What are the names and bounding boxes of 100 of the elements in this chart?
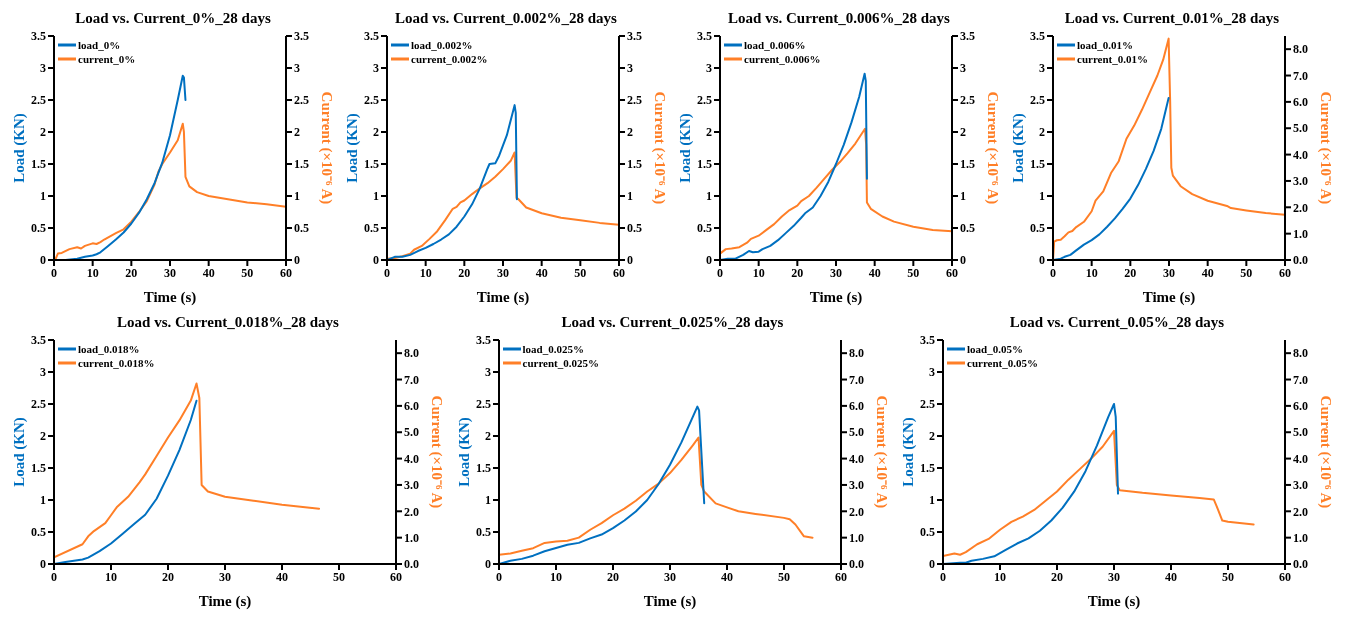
legend-label: load_0.01% <box>1077 38 1133 52</box>
y-tick-label: 3 <box>929 365 935 380</box>
y2-axis-title: Current (×10⁻⁶ A) <box>1316 395 1334 509</box>
x-tick-label: 50 <box>777 569 790 584</box>
y-tick-label: 2 <box>40 125 46 140</box>
y-tick-label: 1 <box>373 189 379 204</box>
x-tick-label: 30 <box>1108 569 1120 584</box>
x-tick-label: 20 <box>1124 265 1137 280</box>
line-series <box>387 104 518 260</box>
y-tick-label: 1.5 <box>920 461 935 476</box>
x-tick-label: 50 <box>241 265 254 280</box>
line-series <box>54 382 321 559</box>
y-tick-label: 3.5 <box>31 29 46 44</box>
y2-tick-label: 6.0 <box>404 399 419 414</box>
y-tick-label: 3.5 <box>1030 29 1045 44</box>
y2-tick-label: 0.5 <box>294 221 309 236</box>
y2-tick-label: 8.0 <box>848 346 864 361</box>
y-tick-label: 0.5 <box>1030 221 1045 236</box>
y2-tick-label: 2 <box>627 125 633 140</box>
chart-title: Load vs. Current_0.006%_28 days <box>727 9 951 28</box>
y-tick-label: 2 <box>929 429 935 444</box>
y-tick-label: 3.5 <box>31 333 46 348</box>
x-tick-label: 0 <box>495 569 502 584</box>
legend-label: current_0.025% <box>522 356 599 370</box>
y-tick-label: 1.5 <box>31 157 46 172</box>
legend-label: current_0.006% <box>744 52 821 66</box>
y2-axis-title: Current (×10⁻⁶ A) <box>650 91 668 205</box>
legend-label: current_0.01% <box>1077 52 1148 66</box>
y-tick-label: 3.5 <box>697 29 712 44</box>
x-axis-title: Time (s) <box>1142 289 1196 306</box>
x-tick-label: 30 <box>497 265 509 280</box>
legend-label: load_0.025% <box>522 342 584 356</box>
y2-tick-label: 1.0 <box>1293 226 1308 241</box>
y2-tick-label: 2.5 <box>294 93 309 108</box>
y2-tick-label: 4.0 <box>1293 147 1308 162</box>
y2-tick-label: 2.5 <box>627 93 642 108</box>
y2-tick-label: 0.5 <box>627 221 642 236</box>
x-tick-label: 60 <box>280 265 292 280</box>
x-tick-label: 30 <box>219 569 231 584</box>
x-axis-title: Time (s) <box>809 289 863 306</box>
y2-tick-label: 3.0 <box>404 478 419 493</box>
y2-tick-label: 2.0 <box>848 504 864 519</box>
y2-tick-label: 1.0 <box>404 530 419 545</box>
legend-label: load_0.002% <box>411 38 473 52</box>
y2-tick-label: 7.0 <box>1293 68 1308 83</box>
line-series <box>1053 97 1170 260</box>
y-tick-label: 2 <box>1039 125 1045 140</box>
x-tick-label: 30 <box>830 265 842 280</box>
legend-label: load_0.018% <box>78 342 140 356</box>
y-tick-label: 0 <box>706 253 712 268</box>
y-tick-label: 0 <box>40 253 46 268</box>
y-tick-label: 1.5 <box>475 461 491 476</box>
y2-tick-label: 0.0 <box>1293 253 1308 268</box>
y-tick-label: 2.5 <box>364 93 379 108</box>
y-tick-label: 2.5 <box>31 397 46 412</box>
x-tick-label: 0 <box>51 265 57 280</box>
y-tick-label: 2.5 <box>31 93 46 108</box>
y2-tick-label: 5.0 <box>404 425 419 440</box>
line-series <box>54 399 198 564</box>
y2-tick-label: 7.0 <box>848 372 864 387</box>
x-tick-label: 30 <box>1163 265 1175 280</box>
legend-label: current_0% <box>78 52 136 66</box>
y2-tick-label: 5.0 <box>848 425 864 440</box>
y-tick-label: 2.5 <box>475 397 491 412</box>
chart-title: Load vs. Current_0.05%_28 days <box>1008 313 1226 332</box>
y2-tick-label: 3.5 <box>960 29 975 44</box>
x-tick-label: 50 <box>907 265 920 280</box>
x-tick-label: 10 <box>86 265 99 280</box>
y-tick-label: 3 <box>1039 61 1045 76</box>
y2-tick-label: 3.5 <box>294 29 309 44</box>
x-tick-label: 40 <box>868 265 881 280</box>
y-tick-label: 3.5 <box>475 333 491 348</box>
chart-title: Load vs. Current_0.025%_28 days <box>560 313 785 332</box>
x-tick-label: 20 <box>458 265 471 280</box>
x-tick-label: 60 <box>1279 569 1291 584</box>
y2-tick-label: 2.5 <box>960 93 975 108</box>
y-tick-label: 3.5 <box>920 333 935 348</box>
x-tick-label: 60 <box>613 265 625 280</box>
legend-label: load_0.05% <box>967 342 1023 356</box>
x-tick-label: 20 <box>606 569 619 584</box>
y-tick-label: 2.5 <box>1030 93 1045 108</box>
legend-label: load_0.006% <box>744 38 806 52</box>
y-tick-label: 1 <box>40 493 46 508</box>
chart-title: Load vs. Current_0.002%_28 days <box>394 9 618 28</box>
y2-tick-label: 3 <box>960 61 966 76</box>
y2-tick-label: 8.0 <box>1293 346 1308 361</box>
legend-label: current_0.05% <box>967 356 1038 370</box>
x-axis-title: Time (s) <box>143 289 197 306</box>
y2-tick-label: 2.0 <box>1293 504 1308 519</box>
x-tick-label: 10 <box>994 569 1006 584</box>
y2-axis-title: Current (×10⁻⁶ A) <box>872 395 890 509</box>
y2-tick-label: 8.0 <box>1293 42 1308 57</box>
y-tick-label: 0 <box>1039 253 1045 268</box>
y-tick-label: 1 <box>929 493 935 508</box>
x-tick-label: 0 <box>384 265 390 280</box>
x-tick-label: 10 <box>419 265 432 280</box>
y2-tick-label: 6.0 <box>1293 95 1308 110</box>
y2-tick-label: 0 <box>960 253 966 268</box>
x-tick-label: 30 <box>663 569 676 584</box>
x-tick-label: 20 <box>125 265 138 280</box>
